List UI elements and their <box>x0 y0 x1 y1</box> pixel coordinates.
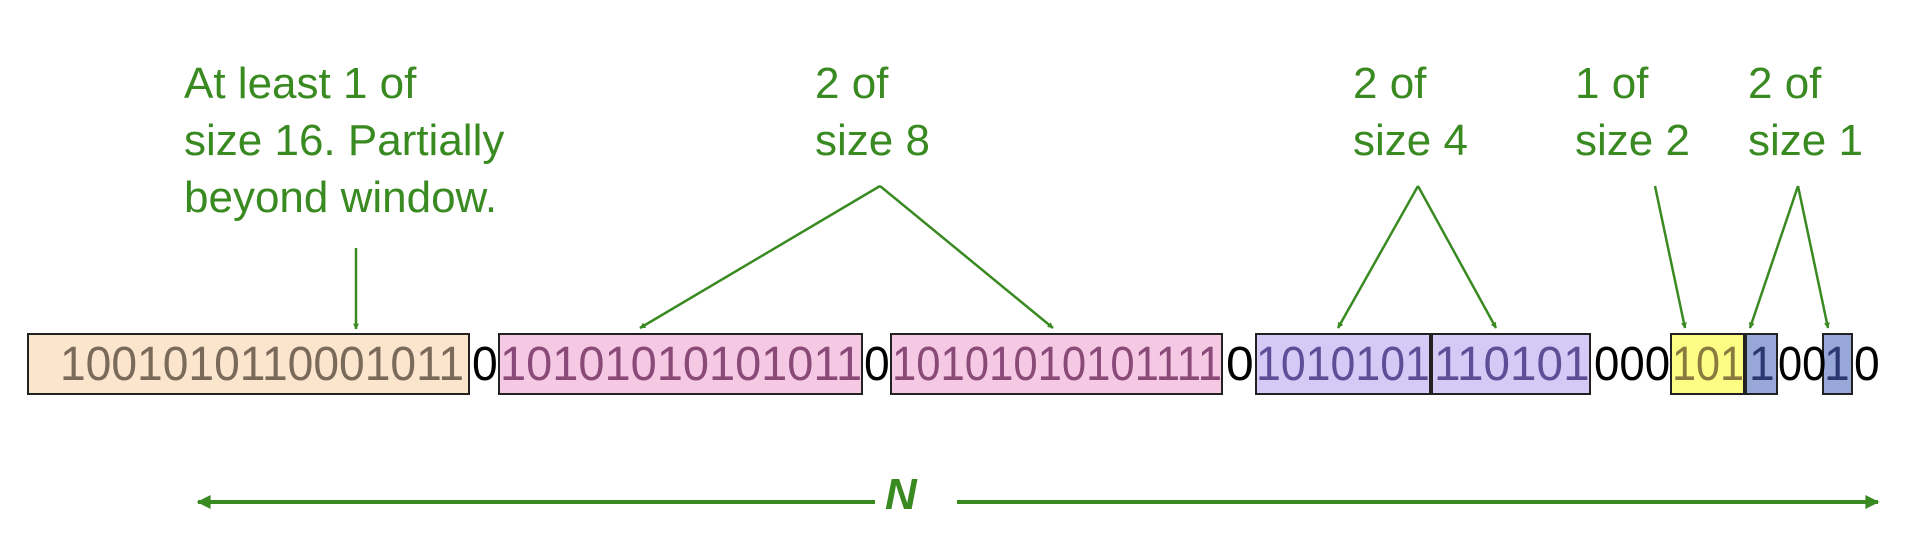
bits-size4-b: 110101 <box>1434 338 1590 391</box>
arrow-size8-b <box>879 185 1054 329</box>
label-size4-line2: size 4 <box>1353 116 1468 165</box>
bits-size8-a: 10101010101011 <box>500 338 863 391</box>
arrow-size1-b <box>1796 185 1830 329</box>
bucket-size8-a <box>498 333 863 395</box>
bits-gap7: 0 <box>1854 338 1880 391</box>
arrow-size8-a <box>639 184 881 330</box>
bits-size2: 101 <box>1672 338 1745 391</box>
label-size2: 1 of size 2 <box>1575 55 1690 169</box>
bits-gap5: 00 <box>1778 338 1827 391</box>
label-size2-line1: 1 of <box>1575 59 1649 108</box>
label-size2-line2: size 2 <box>1575 116 1690 165</box>
label-size1-line2: size 1 <box>1748 116 1863 165</box>
label-size16: At least 1 of size 16. Partially beyond … <box>184 55 504 226</box>
label-size4: 2 of size 4 <box>1353 55 1468 169</box>
arrow-size2 <box>1653 185 1687 329</box>
bits-gap2: 0 <box>864 338 890 391</box>
bucket-size1-a <box>1745 333 1778 395</box>
label-size8: 2 of size 8 <box>815 55 930 169</box>
bucket-size4-b <box>1431 333 1591 395</box>
bits-gap4: 000 <box>1594 338 1671 391</box>
bucket-size1-b <box>1822 333 1853 395</box>
label-size8-line2: size 8 <box>815 116 930 165</box>
label-size1-line1: 2 of <box>1748 59 1822 108</box>
label-size4-line1: 2 of <box>1353 59 1427 108</box>
label-size16-line1: At least 1 of <box>184 59 417 108</box>
bits-gap1: 0 <box>472 338 498 391</box>
label-size16-line2: size 16. Partially <box>184 116 505 165</box>
bits-size8-b: 10101010101111 <box>892 338 1223 391</box>
bucket-size4-a <box>1255 333 1431 395</box>
bits-size16: 1001010110001011 <box>60 338 464 391</box>
bucket-size2 <box>1670 333 1745 395</box>
bucket-size8-b <box>890 333 1223 395</box>
arrow-size4-b <box>1416 185 1498 329</box>
bits-size1-a: 1 <box>1749 338 1775 391</box>
bits-size4-a: 1010101 <box>1256 338 1430 391</box>
label-size16-line3: beyond window. <box>184 173 498 222</box>
label-size1: 2 of size 1 <box>1748 55 1863 169</box>
bits-gap3: 0 <box>1226 338 1254 391</box>
bits-size1-b: 1 <box>1824 338 1850 391</box>
bucket-size16 <box>27 333 470 395</box>
label-size8-line1: 2 of <box>815 59 889 108</box>
window-size-label: N <box>885 470 917 519</box>
arrow-size4-a <box>1336 185 1420 329</box>
arrow-size1-a <box>1748 185 1800 329</box>
